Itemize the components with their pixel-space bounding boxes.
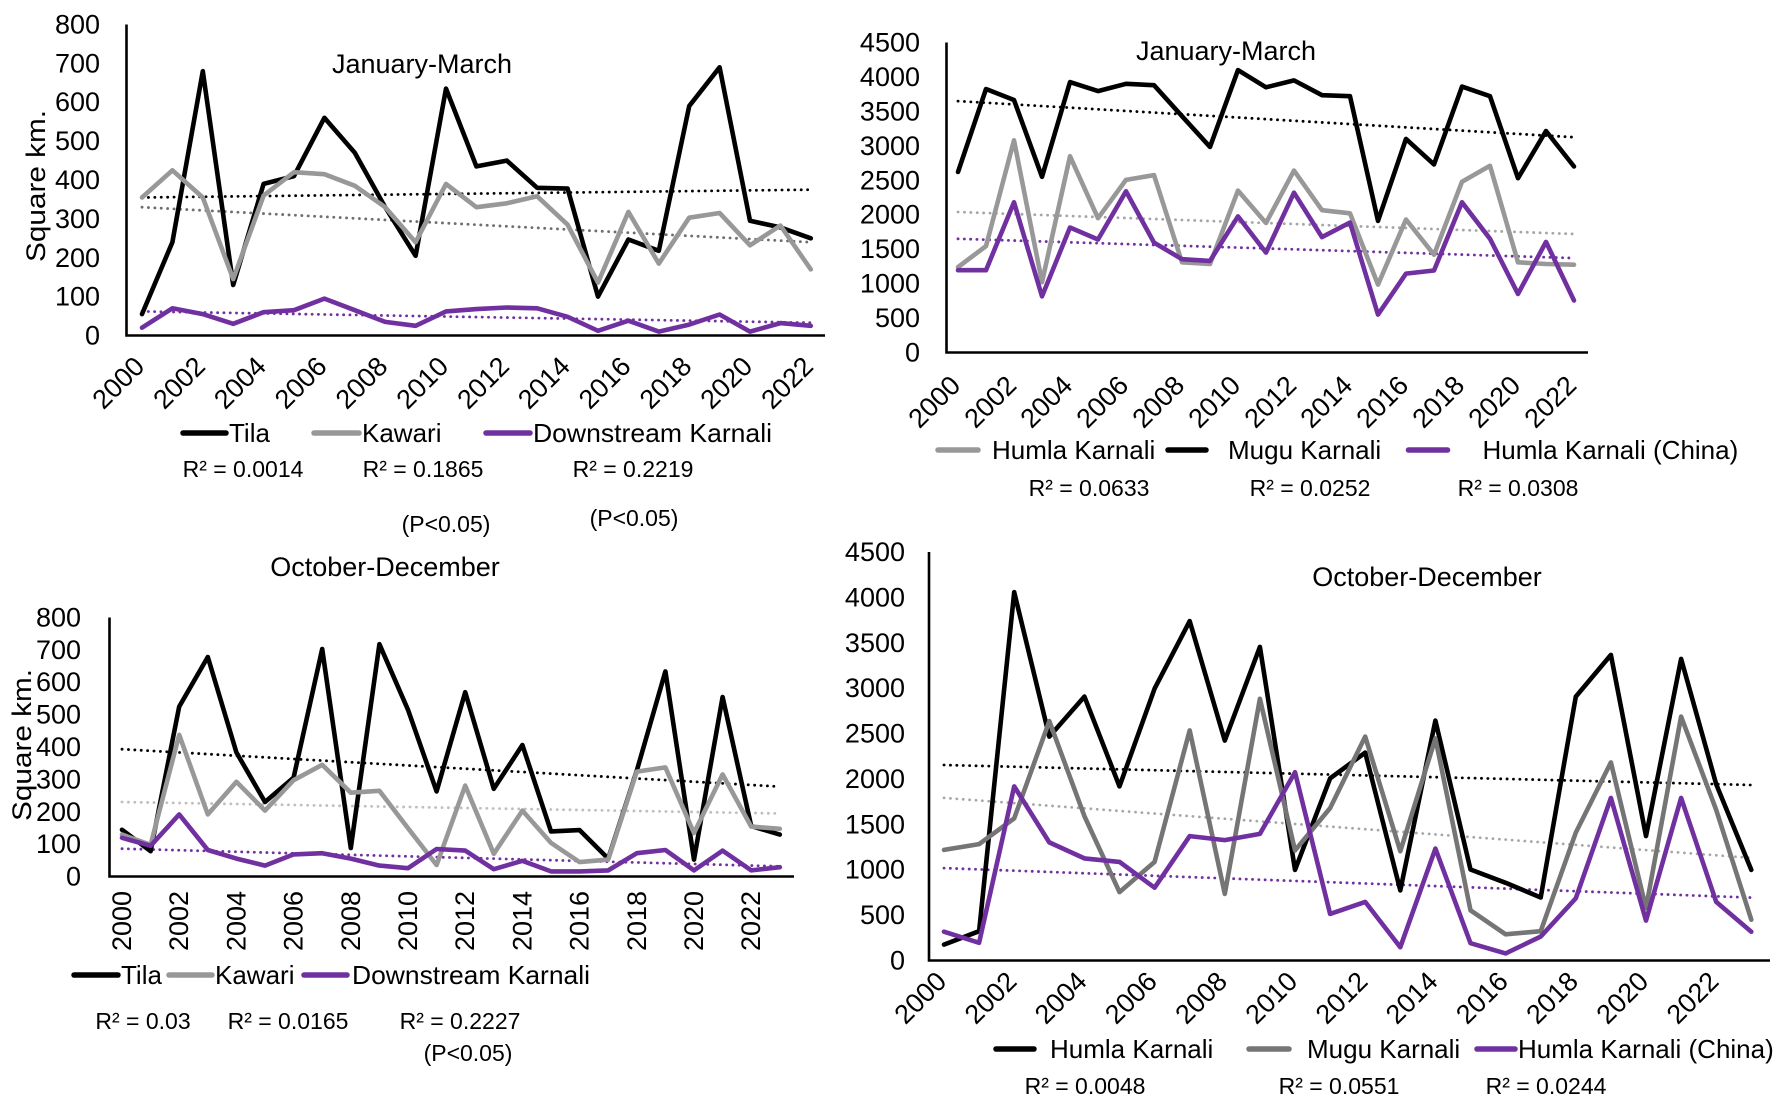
svg-text:300: 300 [36,764,81,794]
svg-text:(P<0.05): (P<0.05) [402,511,491,537]
svg-text:R² = 0.0308: R² = 0.0308 [1458,475,1579,501]
svg-text:(P<0.05): (P<0.05) [424,1040,513,1066]
svg-text:R² = 0.0048: R² = 0.0048 [1025,1073,1146,1099]
svg-text:2000: 2000 [107,891,137,951]
svg-text:400: 400 [55,165,100,195]
svg-text:0: 0 [905,338,920,368]
svg-text:200: 200 [55,243,100,273]
svg-text:0: 0 [890,946,905,976]
svg-text:2012: 2012 [450,891,480,951]
svg-text:January-March: January-March [332,49,512,79]
svg-text:Tila: Tila [121,960,162,990]
svg-text:500: 500 [860,900,905,930]
svg-text:Downstream Karnali: Downstream Karnali [533,418,772,448]
svg-text:1000: 1000 [845,855,905,885]
svg-text:2020: 2020 [679,891,709,951]
svg-text:R² = 0.2219: R² = 0.2219 [573,456,694,482]
svg-text:0: 0 [66,862,81,892]
svg-text:Mugu Karnali: Mugu Karnali [1307,1034,1460,1064]
svg-text:2016: 2016 [565,891,595,951]
svg-text:R² = 0.0244: R² = 0.0244 [1486,1073,1607,1099]
svg-text:R² = 0.0252: R² = 0.0252 [1250,475,1371,501]
svg-text:700: 700 [36,635,81,665]
svg-text:400: 400 [36,732,81,762]
svg-text:2002: 2002 [164,891,194,951]
svg-text:Downstream Karnali: Downstream Karnali [352,960,590,990]
svg-text:R² = 0.0165: R² = 0.0165 [228,1008,349,1034]
svg-text:October-December: October-December [1312,562,1542,592]
svg-text:200: 200 [36,797,81,827]
svg-text:October-December: October-December [270,552,500,582]
svg-text:2500: 2500 [860,165,920,195]
svg-text:2000: 2000 [845,764,905,794]
svg-text:1500: 1500 [845,809,905,839]
svg-text:700: 700 [55,48,100,78]
svg-text:R² = 0.0014: R² = 0.0014 [183,456,304,482]
svg-text:2000: 2000 [860,200,920,230]
svg-text:4000: 4000 [845,582,905,612]
svg-text:R² = 0.0551: R² = 0.0551 [1279,1073,1400,1099]
svg-text:Kawari: Kawari [362,418,441,448]
svg-text:800: 800 [36,603,81,633]
svg-text:4500: 4500 [860,28,920,58]
svg-text:Tila: Tila [229,418,270,448]
svg-text:300: 300 [55,204,100,234]
svg-text:R² = 0.03: R² = 0.03 [95,1008,190,1034]
svg-text:Humla Karnali (China): Humla Karnali (China) [1483,435,1739,465]
svg-text:3500: 3500 [860,96,920,126]
svg-text:R² = 0.1865: R² = 0.1865 [363,456,484,482]
svg-text:R² = 0.0633: R² = 0.0633 [1029,475,1150,501]
svg-text:2014: 2014 [507,891,537,951]
svg-text:3000: 3000 [860,131,920,161]
svg-text:1000: 1000 [860,269,920,299]
svg-text:Humla Karnali: Humla Karnali [1050,1034,1213,1064]
svg-text:3500: 3500 [845,628,905,658]
svg-text:500: 500 [55,126,100,156]
svg-text:Humla Karnali (China): Humla Karnali (China) [1518,1034,1774,1064]
svg-text:0: 0 [85,321,100,351]
svg-text:1500: 1500 [860,234,920,264]
svg-text:2004: 2004 [221,891,251,951]
svg-text:4500: 4500 [845,537,905,567]
svg-text:800: 800 [55,10,100,40]
svg-text:600: 600 [55,87,100,117]
svg-text:4000: 4000 [860,62,920,92]
svg-text:(P<0.05): (P<0.05) [590,505,679,531]
svg-text:January-March: January-March [1136,36,1316,66]
svg-text:2010: 2010 [393,891,423,951]
svg-text:Square km.: Square km. [7,669,37,821]
svg-text:600: 600 [36,667,81,697]
svg-text:Humla Karnali: Humla Karnali [992,435,1155,465]
svg-text:2008: 2008 [336,891,366,951]
svg-text:R² = 0.2227: R² = 0.2227 [400,1008,521,1034]
svg-text:Square km.: Square km. [21,110,51,262]
svg-text:Mugu Karnali: Mugu Karnali [1228,435,1381,465]
svg-text:Kawari: Kawari [215,960,294,990]
svg-text:100: 100 [55,282,100,312]
svg-text:2022: 2022 [736,891,766,951]
svg-text:3000: 3000 [845,673,905,703]
svg-text:2018: 2018 [622,891,652,951]
svg-text:500: 500 [36,700,81,730]
svg-text:500: 500 [875,303,920,333]
svg-text:2500: 2500 [845,719,905,749]
svg-text:2006: 2006 [279,891,309,951]
svg-text:100: 100 [36,829,81,859]
